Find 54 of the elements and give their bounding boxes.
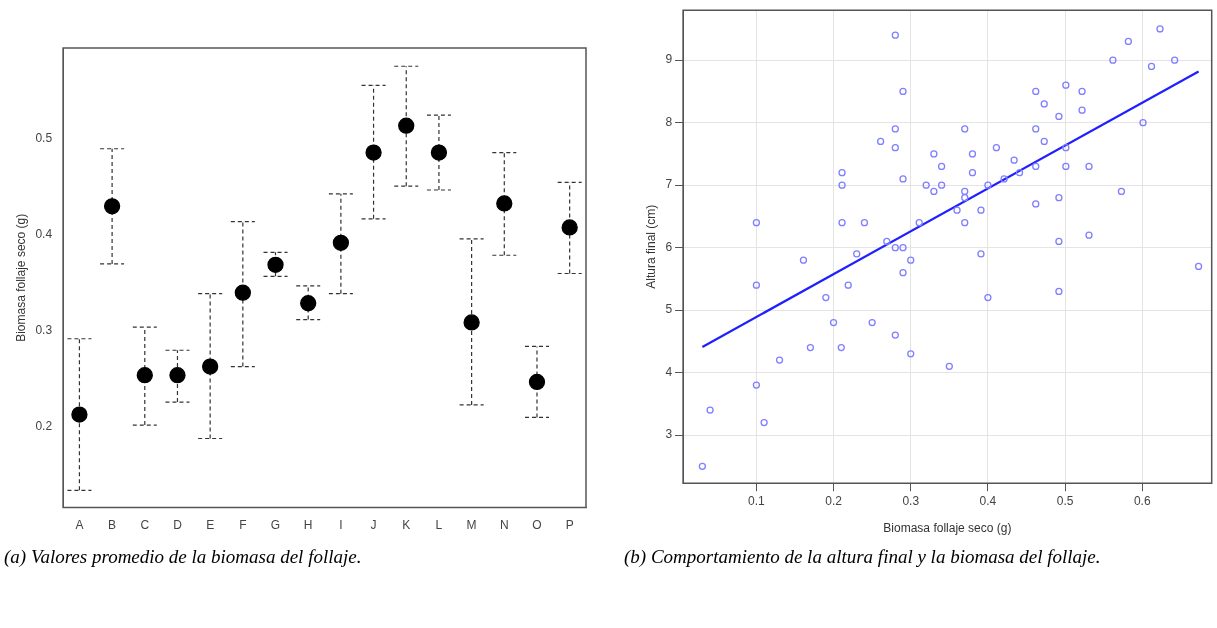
point xyxy=(496,195,513,212)
x-tick-label: G xyxy=(270,518,281,533)
x-axis-title: Biomasa follaje seco (g) xyxy=(883,521,1012,536)
point xyxy=(365,144,382,161)
x-tick-label: C xyxy=(140,518,150,533)
y-axis-title: Altura final (cm) xyxy=(643,204,658,289)
y-tick-label: 0.5 xyxy=(35,131,53,146)
text: (b) Comportamiento de la altura final y la biomasa del follaje. xyxy=(624,545,1102,569)
point xyxy=(136,367,153,384)
point xyxy=(430,144,448,161)
x-tick-label: N xyxy=(499,518,509,533)
x-tick-label: D xyxy=(173,518,183,533)
point xyxy=(169,367,186,384)
x-tick-label: K xyxy=(402,518,411,533)
x-tick-label: F xyxy=(239,518,247,533)
x-tick-label: M xyxy=(466,518,477,533)
x-tick-label: I xyxy=(339,518,343,533)
y-tick-label: 8 xyxy=(665,114,673,129)
y-tick-label: 0.2 xyxy=(35,419,53,434)
y-tick-label: 0.4 xyxy=(35,227,53,242)
y-tick-label: 5 xyxy=(665,302,673,317)
point xyxy=(398,117,415,134)
x-tick-label: O xyxy=(532,518,542,533)
x-tick-label: 0.3 xyxy=(902,493,920,508)
x-tick-label: 0.1 xyxy=(748,493,766,508)
y-tick-label: 3 xyxy=(665,427,673,442)
y-tick-label: 6 xyxy=(665,239,673,254)
point xyxy=(528,373,546,391)
point xyxy=(561,219,578,236)
y-axis-title: Biomasa follaje seco (g) xyxy=(13,213,28,342)
y-tick-label: 4 xyxy=(665,364,673,379)
x-tick-label: P xyxy=(565,518,574,533)
point xyxy=(103,198,121,215)
point xyxy=(300,295,317,312)
x-tick-label: L xyxy=(435,518,443,533)
x-tick-label: 0.4 xyxy=(979,493,997,508)
point xyxy=(332,234,350,251)
point xyxy=(463,314,480,331)
point xyxy=(71,406,88,423)
x-tick-label: 0.2 xyxy=(825,493,843,508)
point xyxy=(234,284,251,301)
x-tick-label: E xyxy=(206,518,215,533)
point xyxy=(202,358,219,375)
y-tick-label: 0.3 xyxy=(35,323,53,338)
x-tick-label: A xyxy=(75,518,84,533)
x-tick-label: J xyxy=(370,518,377,533)
x-tick-label: B xyxy=(108,518,117,533)
text: (a) Valores promedio de la biomasa del follaje. xyxy=(4,545,363,569)
x-tick-label: 0.5 xyxy=(1056,493,1074,508)
point xyxy=(267,256,284,273)
y-tick-label: 9 xyxy=(665,52,673,67)
x-tick-label: 0.6 xyxy=(1133,493,1151,508)
y-tick-label: 7 xyxy=(665,177,673,192)
x-tick-label: H xyxy=(303,518,313,533)
